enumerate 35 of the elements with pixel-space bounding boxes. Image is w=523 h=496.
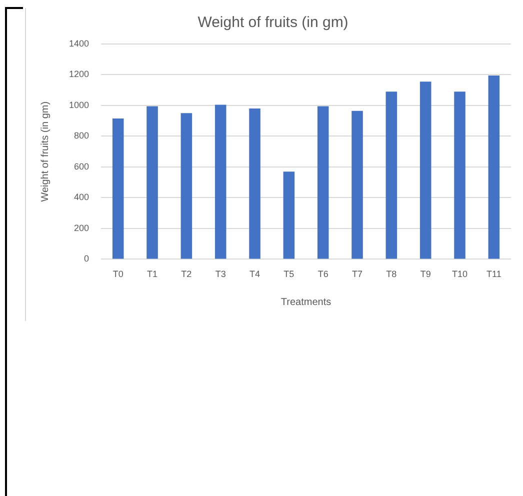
x-tick-label: T8 — [386, 269, 397, 280]
y-axis-title: Weight of fruits (in gm) — [40, 101, 51, 202]
y-tick-label: 600 — [74, 161, 90, 172]
y-tick-label: 200 — [74, 222, 90, 233]
bar — [317, 106, 329, 259]
bar — [249, 108, 260, 259]
y-tick-label: 1200 — [68, 69, 90, 80]
bar — [112, 118, 124, 259]
bar — [420, 82, 432, 259]
bar — [352, 110, 363, 259]
bar — [283, 172, 295, 259]
y-tick-label: 1000 — [68, 100, 90, 110]
bar — [180, 113, 192, 259]
x-tick-label: T4 — [250, 269, 260, 280]
x-tick-label: T10 — [452, 269, 468, 280]
bar — [454, 92, 466, 259]
bar — [146, 106, 158, 259]
chart-title: Weight of fruits (in gm) — [198, 14, 348, 32]
y-tick-label: 0 — [84, 254, 90, 264]
x-axis-title: Treatments — [280, 296, 332, 308]
x-tick-label: T9 — [420, 269, 431, 280]
y-tick-label: 1400 — [68, 38, 90, 48]
y-tick-label: 400 — [74, 192, 90, 202]
x-tick-label: T6 — [318, 269, 328, 280]
x-tick-label: T3 — [215, 269, 226, 280]
x-tick-label: T5 — [284, 269, 294, 280]
x-tick-label: T7 — [352, 269, 363, 280]
x-tick-label: T1 — [147, 269, 158, 280]
x-tick-label: T2 — [181, 269, 192, 280]
y-tick-label: 800 — [74, 130, 90, 141]
bar — [386, 92, 398, 259]
bar — [488, 76, 500, 259]
bar — [214, 104, 226, 259]
x-tick-label: T11 — [486, 269, 502, 280]
x-tick-label: T0 — [112, 269, 124, 280]
